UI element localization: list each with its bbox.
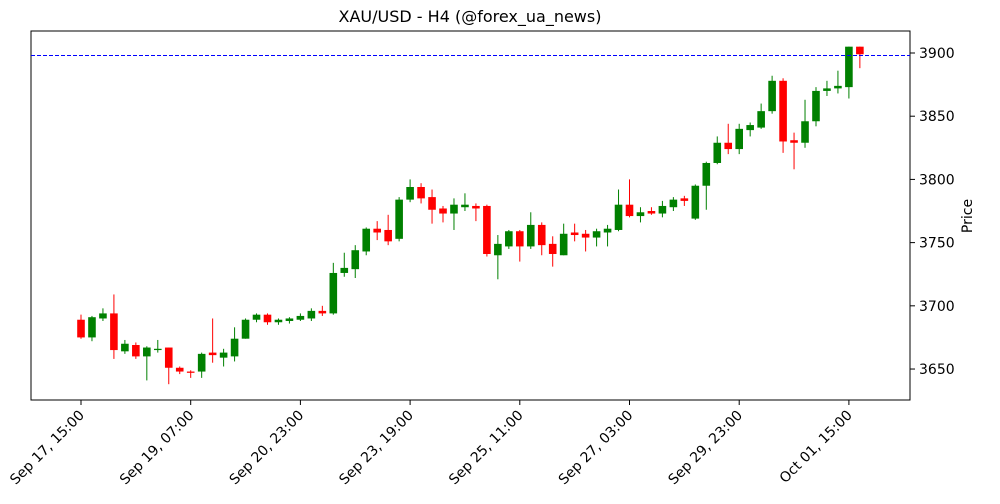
candle-body bbox=[351, 250, 360, 270]
y-tick-label: 3850 bbox=[919, 109, 955, 125]
candle-body bbox=[483, 205, 491, 254]
candle-body bbox=[153, 348, 162, 351]
candle-body bbox=[812, 90, 820, 122]
candle-body bbox=[99, 313, 107, 319]
candle-body bbox=[735, 128, 743, 150]
candle-body bbox=[307, 310, 316, 319]
candle-body bbox=[713, 142, 722, 163]
candle-body bbox=[636, 212, 645, 217]
candle-body bbox=[197, 353, 206, 372]
candle-body bbox=[384, 229, 392, 242]
candle-body bbox=[647, 211, 656, 214]
candle-body bbox=[614, 204, 623, 230]
candle-body bbox=[592, 231, 601, 238]
candle-body bbox=[340, 267, 349, 273]
candle-body bbox=[702, 162, 711, 186]
plot-frame bbox=[30, 30, 911, 401]
candle-body bbox=[834, 85, 842, 89]
candle-body bbox=[494, 243, 502, 256]
chart-title: XAU/USD - H4 (@forex_ua_news) bbox=[339, 7, 602, 27]
candle-body bbox=[570, 232, 579, 236]
candle-body bbox=[296, 315, 305, 320]
candle-body bbox=[439, 208, 447, 214]
y-tick-label: 3750 bbox=[919, 236, 955, 252]
candle-body bbox=[450, 204, 458, 214]
candle-body bbox=[175, 367, 184, 372]
candle-body bbox=[505, 231, 513, 247]
candle-body bbox=[526, 224, 535, 247]
candle-body bbox=[625, 204, 634, 217]
x-tick-label: Sep 19, 07:00 bbox=[117, 408, 198, 489]
candle-body bbox=[143, 347, 151, 357]
candle-body bbox=[428, 197, 436, 210]
y-axis-label: Price bbox=[960, 199, 976, 233]
candle-body bbox=[724, 142, 733, 150]
candle-body bbox=[132, 345, 140, 357]
candle-body bbox=[559, 233, 568, 256]
x-tick-label: Sep 20, 23:00 bbox=[227, 408, 308, 489]
candle-body bbox=[845, 46, 853, 88]
candle-body bbox=[757, 111, 765, 128]
candle-body bbox=[241, 319, 250, 339]
x-tick-label: Sep 27, 03:00 bbox=[556, 408, 637, 489]
candle-body bbox=[779, 80, 787, 142]
candle-body bbox=[263, 314, 272, 323]
candle-body bbox=[88, 317, 96, 338]
candle-body bbox=[537, 224, 546, 246]
candle-body bbox=[373, 228, 381, 233]
candle-body bbox=[516, 231, 524, 247]
x-tick-label: Sep 17, 15:00 bbox=[7, 408, 88, 489]
candle-body bbox=[318, 310, 327, 314]
candle-body bbox=[219, 352, 228, 358]
candle-body bbox=[121, 343, 129, 352]
candle-body bbox=[461, 204, 469, 208]
x-tick-label: Sep 23, 19:00 bbox=[336, 408, 417, 489]
y-tick-label: 3900 bbox=[919, 46, 955, 62]
candle-body bbox=[274, 319, 283, 323]
y-tick-label: 3700 bbox=[919, 299, 955, 315]
candle-body bbox=[658, 205, 667, 214]
candle-body bbox=[823, 88, 831, 91]
y-tick-label: 3800 bbox=[919, 172, 955, 188]
candle-body bbox=[252, 314, 261, 320]
candle-body bbox=[603, 228, 612, 233]
candle-body bbox=[208, 352, 217, 356]
candle-body bbox=[472, 205, 480, 209]
y-tick-label: 3650 bbox=[919, 362, 955, 378]
candle-body bbox=[581, 233, 590, 238]
candle-body bbox=[746, 125, 754, 131]
candle-body bbox=[164, 347, 173, 368]
candle-body bbox=[362, 228, 371, 252]
candle-body bbox=[230, 338, 239, 357]
candle-body bbox=[856, 46, 864, 55]
x-tick-label: Sep 25, 11:00 bbox=[446, 408, 527, 489]
candle-body bbox=[669, 199, 678, 208]
candle-body bbox=[186, 371, 195, 373]
candle-body bbox=[548, 243, 557, 254]
candle-body bbox=[680, 198, 689, 201]
candle-body bbox=[691, 185, 700, 219]
x-tick-label: Oct 01, 15:00 bbox=[777, 408, 856, 487]
candle-body bbox=[417, 186, 425, 199]
candle-body bbox=[329, 272, 338, 314]
candle-body bbox=[77, 319, 85, 338]
candle-body bbox=[395, 199, 403, 239]
x-tick-label: Sep 29, 23:00 bbox=[665, 408, 746, 489]
candle-body bbox=[110, 313, 118, 351]
candle-body bbox=[768, 80, 776, 112]
candle-body bbox=[406, 186, 414, 200]
candle-body bbox=[801, 121, 809, 143]
candle-body bbox=[285, 318, 294, 321]
candle-body bbox=[790, 140, 798, 143]
